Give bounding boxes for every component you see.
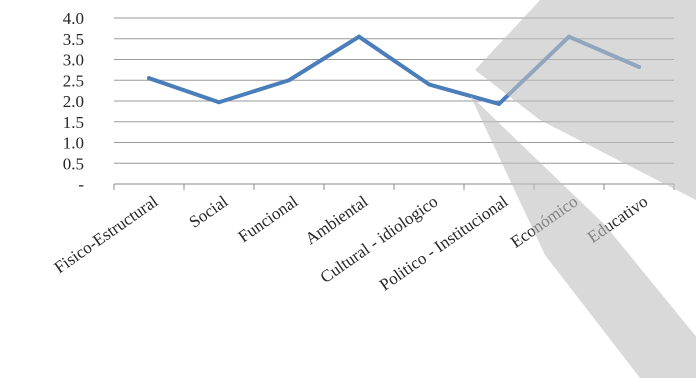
watermark-stroke-diagonal bbox=[475, 0, 696, 200]
y-tick-label: 0.5 bbox=[63, 154, 84, 173]
data-point bbox=[427, 82, 431, 87]
y-axis-ticks: 4.0 3.5 3.02.5 2.0 1.5 1.00.5 - bbox=[63, 9, 85, 194]
watermark-logo bbox=[470, 0, 696, 378]
y-tick-label: 1.0 bbox=[63, 134, 84, 153]
x-tick-label: Social bbox=[186, 192, 232, 232]
y-tick-label: - bbox=[78, 175, 84, 194]
data-point bbox=[287, 78, 291, 83]
x-tick-label: Politico - Institucional bbox=[376, 192, 512, 295]
x-tick-label: Cultural - idiologico bbox=[317, 192, 442, 287]
x-axis bbox=[113, 183, 675, 190]
data-point bbox=[497, 101, 501, 106]
y-tick-label: 2.0 bbox=[63, 92, 84, 111]
y-tick-label: 3.5 bbox=[63, 30, 84, 49]
y-tick-label: 3.0 bbox=[63, 51, 84, 70]
x-tick-label: Fisico-Estructural bbox=[51, 192, 162, 278]
data-point bbox=[357, 34, 361, 39]
y-tick-label: 2.5 bbox=[63, 71, 84, 90]
data-point bbox=[217, 100, 221, 105]
x-tick-label: Funcional bbox=[235, 192, 302, 247]
data-point bbox=[147, 76, 151, 81]
watermark-stroke-vertical bbox=[470, 95, 696, 378]
y-tick-label: 1.5 bbox=[63, 113, 84, 132]
y-tick-label: 4.0 bbox=[63, 9, 84, 28]
